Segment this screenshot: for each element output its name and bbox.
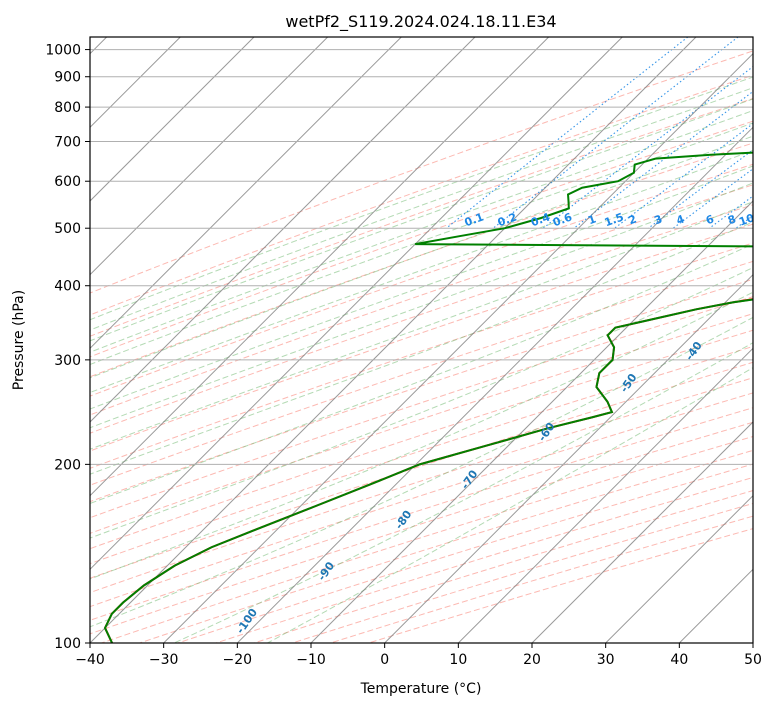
isotherm-line [90,37,255,202]
isotherm-line [236,126,753,643]
dry-adiabat-line [90,329,753,550]
mixing-ratio-label: 1 [586,213,598,228]
x-tick-label: −10 [296,652,326,668]
isotherm-line [605,494,753,643]
x-tick-label: 50 [744,652,762,668]
mixing-ratio-label: 10 [737,211,756,229]
x-axis-title: Temperature (°C) [360,681,482,697]
x-tick-label: −40 [75,652,105,668]
isotherm-line [531,421,753,643]
gridlines [90,37,753,643]
dry-adiabat-line [90,74,753,316]
isotherm-line [90,37,697,643]
x-tick-label: 40 [670,652,688,668]
sounding-profiles [103,151,753,643]
mixing-ratio-label: 1.5 [603,210,626,229]
x-tick-label: 10 [449,652,467,668]
isotherm-line [457,347,753,643]
mixing-ratio-label: 0.2 [496,210,519,229]
x-tick-label: 20 [523,652,541,668]
y-tick-label: 400 [54,279,81,295]
isotherm-line [90,37,623,571]
x-tick-label: 30 [597,652,615,668]
dry-adiabat-line [90,98,753,337]
dry-adiabat-line [90,392,753,608]
moist-adiabat-line [90,201,753,450]
dry-adiabat-line [90,163,753,397]
y-tick-label: 500 [54,221,81,237]
dry-adiabat-line [90,50,753,294]
mixing-ratio-line [542,65,753,229]
y-axis-title: Pressure (hPa) [11,290,27,390]
dry-adiabat-line [90,142,753,378]
mixing-ratio-label: 2 [627,213,639,228]
isotherm-line [90,37,329,276]
moist-adiabat-line [90,87,753,331]
moist-adiabat-line [174,342,753,643]
y-tick-label: 700 [54,134,81,150]
isotherm-line [90,37,550,497]
dry-adiabat-line [90,345,753,565]
mixing-ratio-label: 3 [652,213,664,228]
dry-adiabat-line [90,204,753,434]
isotherm-line [310,200,753,643]
y-tick-label: 900 [54,70,81,86]
dry-adiabat-line [90,296,753,519]
mixing-ratio-label: 6 [704,212,716,227]
moist-adiabat-line [90,76,753,321]
moist-adiabat-line [90,165,753,410]
y-tick-label: 1000 [45,43,81,59]
mixing-ratio-line [573,90,753,229]
isotherm-line [384,273,753,643]
moist-adiabat-line [90,110,753,353]
dewpoint-profile-line [103,151,753,643]
y-tick-label: 200 [54,457,81,473]
axes: −40 −30 −20 −10 0 10 20 30 40 50 1000 900 800 700 600 5… [45,43,762,668]
y-tick-label: 600 [54,174,81,190]
moist-adiabat-line [90,291,753,580]
isotherm-line [90,37,476,423]
dry-adiabat-line [90,242,753,469]
x-tick-label: 0 [380,652,389,668]
mixing-ratio-label: 0.1 [463,210,486,229]
background-reference-lines [90,37,753,643]
y-tick-label: 800 [54,100,81,116]
mixing-ratio-label: 4 [675,212,687,227]
mixing-ratio-label: 0.4 [529,210,552,229]
moist-adiabat-line [90,267,753,539]
y-tick-label: 300 [54,353,81,369]
moist-adiabat-line [90,316,753,628]
chart-title: wetPf2_S119.2024.024.18.11.E34 [285,12,556,32]
x-tick-label: −30 [149,652,179,668]
mixing-ratio-label: 0.6 [551,210,574,229]
isotherm-line [163,52,753,643]
mixing-ratio-line [672,168,753,229]
mixing-ratio-label: 8 [726,213,738,228]
moist-adiabat-line [267,367,753,643]
dry-adiabat-line [90,377,753,594]
moist-adiabat-line [90,182,753,429]
moist-adiabat-line [90,149,753,394]
isotherm-line [90,37,402,350]
x-tick-label: −20 [223,652,253,668]
y-tick-label: 100 [54,636,81,652]
plot-frame [89,36,754,644]
